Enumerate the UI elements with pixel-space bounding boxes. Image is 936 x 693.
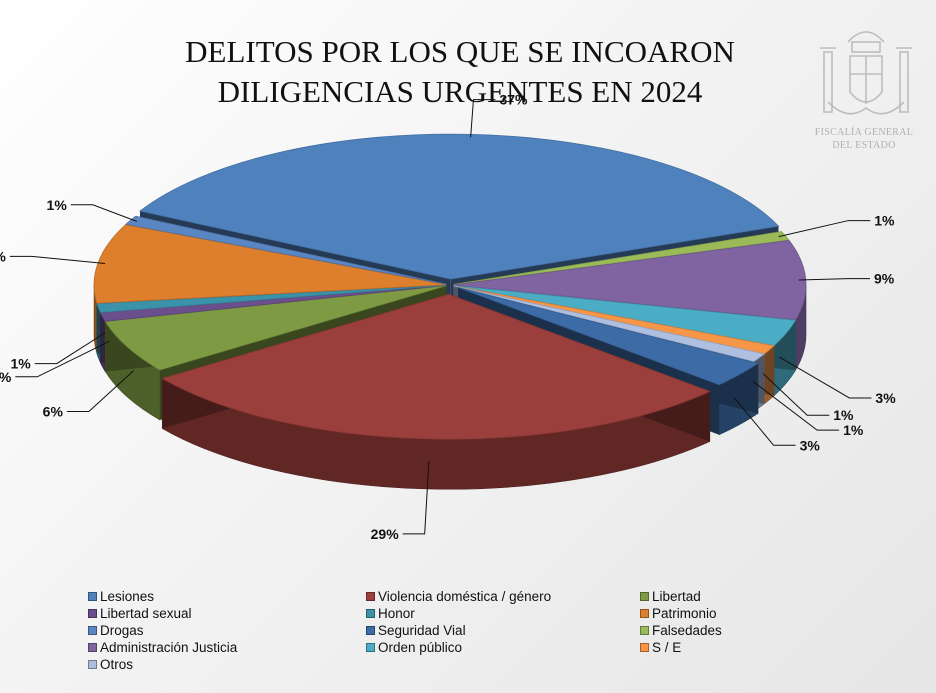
- legend-item-falsedades: Falsedades: [640, 622, 840, 639]
- data-label-drogas: 1%: [47, 197, 68, 213]
- data-label-lesiones: 37%: [499, 92, 528, 108]
- legend-label: S / E: [652, 640, 682, 655]
- pie-slice-falsedades: [453, 231, 790, 285]
- pie-slice-libertad: [104, 285, 447, 371]
- legend-label: Otros: [100, 657, 134, 672]
- legend-swatch: [366, 626, 375, 635]
- chart-title: DELITOS POR LOS QUE SE INCOARON DILIGENC…: [140, 32, 780, 112]
- legend-label: Seguridad Vial: [378, 623, 466, 638]
- data-label-otros: 1%: [843, 422, 864, 438]
- legend-label: Libertad sexual: [100, 606, 192, 621]
- legend-item-s-e: S / E: [640, 639, 840, 656]
- leader-line-violencia-domestica-genero: [402, 461, 430, 535]
- legend-item-violencia-domestica-genero: Violencia doméstica / género: [366, 588, 640, 605]
- pie-slice-otros: [453, 285, 766, 363]
- legend-item-orden-publico: Orden público: [366, 639, 640, 656]
- leader-line-lesiones: [470, 99, 496, 138]
- pie-slice-honor: [96, 284, 447, 313]
- leader-line-drogas: [70, 204, 138, 222]
- legend-swatch: [88, 660, 97, 669]
- legend-swatch: [640, 609, 649, 618]
- pie-slice-seguridad-vial: [457, 287, 760, 386]
- legend-swatch: [88, 592, 97, 601]
- legend-swatch: [366, 609, 375, 618]
- data-label-administracion-justicia: 9%: [874, 271, 895, 287]
- legend-label: Administración Justicia: [100, 640, 238, 655]
- leader-line-honor: [34, 332, 106, 365]
- data-label-falsedades: 1%: [874, 213, 895, 229]
- legend-swatch: [366, 592, 375, 601]
- leader-line-patrimonio: [9, 255, 106, 265]
- legend-label: Honor: [378, 606, 415, 621]
- leader-line-libertad-sexual: [15, 340, 110, 378]
- legend-swatch: [366, 643, 375, 652]
- leader-line-orden-publico: [779, 356, 872, 399]
- legend-label: Lesiones: [100, 589, 155, 604]
- leader-line-seguridad-vial: [733, 397, 796, 446]
- leader-line-libertad: [66, 370, 134, 413]
- legend-swatch: [640, 626, 649, 635]
- legend-item-administracion-justicia: Administración Justicia: [88, 639, 366, 656]
- legend-item-seguridad-vial: Seguridad Vial: [366, 622, 640, 639]
- data-label-honor: 1%: [10, 356, 31, 372]
- watermark-caption-line-2: DEL ESTADO: [832, 140, 896, 151]
- data-label-seguridad-vial: 3%: [800, 437, 821, 453]
- data-label-s-e: 1%: [833, 407, 854, 423]
- spanish-coat-of-arms-icon: [820, 31, 912, 115]
- legend-label: Falsedades: [652, 623, 722, 638]
- legend-swatch: [88, 626, 97, 635]
- chart-title-line-1: DELITOS POR LOS QUE SE INCOARON: [185, 34, 735, 69]
- leader-line-falsedades: [778, 220, 871, 238]
- leader-line-administracion-justicia: [798, 278, 870, 281]
- data-label-libertad: 6%: [43, 404, 64, 420]
- data-label-violencia-domestica-genero: 29%: [371, 526, 400, 542]
- legend-item-patrimonio: Patrimonio: [640, 605, 840, 622]
- legend-swatch: [640, 592, 649, 601]
- legend-swatch: [88, 609, 97, 618]
- legend-swatch: [640, 643, 649, 652]
- legend-item-libertad: Libertad: [640, 588, 840, 605]
- legend-item-otros: Otros: [88, 656, 366, 673]
- legend-label: Orden público: [378, 640, 463, 655]
- legend-item-drogas: Drogas: [88, 622, 366, 639]
- pie-tops: [93, 133, 807, 440]
- legend-item-honor: Honor: [366, 605, 640, 622]
- legend-item-libertad-sexual: Libertad sexual: [88, 605, 366, 622]
- legend-label: Libertad: [652, 589, 701, 604]
- leader-line-s-e: [762, 373, 830, 416]
- leader-line-otros: [752, 380, 840, 431]
- data-label-patrimonio: 9%: [0, 248, 6, 264]
- chart-title-line-2: DILIGENCIAS URGENTES EN 2024: [217, 74, 703, 109]
- pie-chart: 37%1%9%3%1%1%3%29%6%1%1%9%1%: [0, 92, 896, 542]
- legend-label: Violencia doméstica / género: [378, 589, 552, 604]
- legend-item-lesiones: Lesiones: [88, 588, 366, 605]
- data-label-libertad-sexual: 1%: [0, 369, 12, 385]
- pie-slice-drogas: [125, 215, 447, 285]
- chart-legend: Lesiones Violencia doméstica / género Libe…: [88, 588, 848, 673]
- legend-label: Patrimonio: [652, 606, 717, 621]
- legend-label: Drogas: [100, 623, 144, 638]
- watermark-caption: FISCALÍA GENERAL DEL ESTADO: [806, 126, 922, 152]
- pie-labels: 37%1%9%3%1%1%3%29%6%1%1%9%1%: [0, 92, 896, 542]
- data-label-orden-publico: 3%: [875, 390, 896, 406]
- pie-slice-violencia-domestica-genero: [161, 293, 711, 440]
- legend-swatch: [88, 643, 97, 652]
- watermark-caption-line-1: FISCALÍA GENERAL: [814, 127, 914, 138]
